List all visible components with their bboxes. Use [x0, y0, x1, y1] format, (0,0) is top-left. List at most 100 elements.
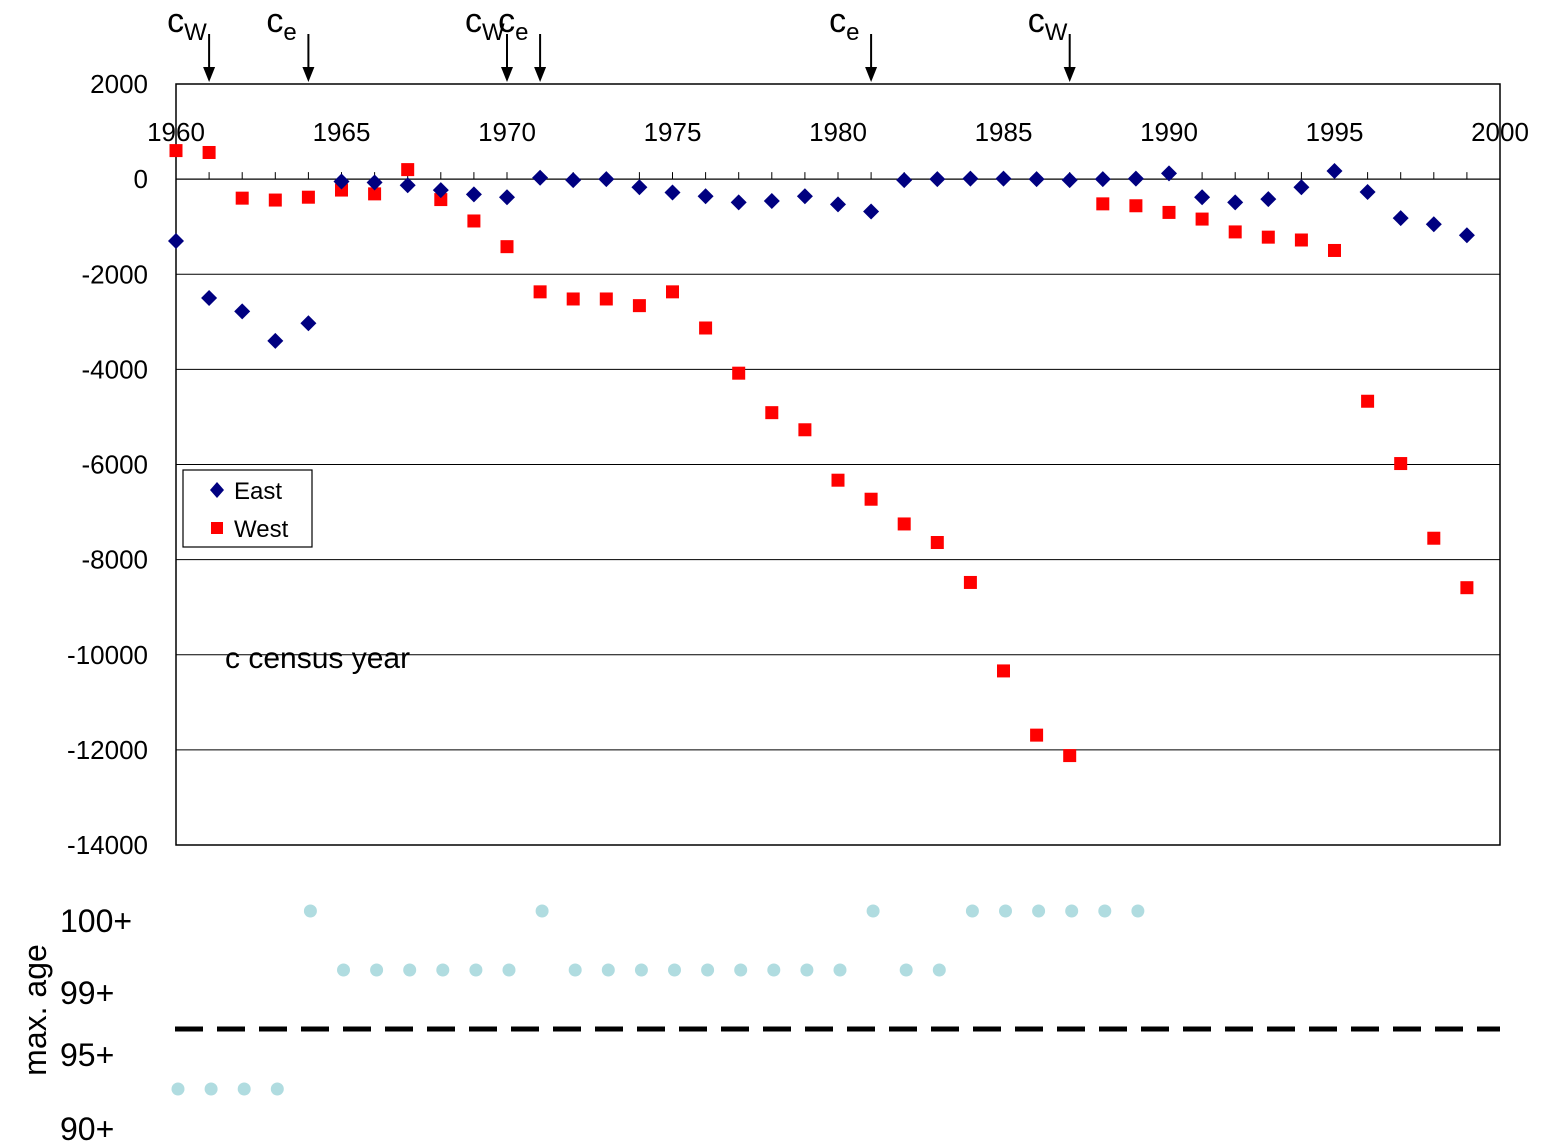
y-tick-label: -4000 [82, 354, 149, 384]
east-point [1227, 194, 1244, 211]
west-point [864, 492, 878, 506]
y-tick-label: -8000 [82, 545, 149, 575]
east-point [796, 188, 813, 205]
census-marker: cW [167, 2, 216, 82]
west-point [268, 193, 282, 207]
west-point [699, 321, 713, 335]
west-point [1361, 394, 1375, 408]
census-marker-label: ce [498, 2, 528, 46]
east-point [1028, 171, 1045, 188]
west-point [566, 292, 580, 306]
max-age-dot [668, 963, 681, 977]
max-age-dot [237, 1082, 251, 1096]
y-tick-label: 0 [134, 164, 148, 194]
east-point [929, 171, 946, 188]
census-arrow-head [501, 67, 513, 82]
east-point [532, 169, 549, 186]
census-marker-label: cW [1028, 2, 1068, 46]
census-arrow-head [865, 67, 878, 82]
west-point [1129, 199, 1143, 213]
census-marker-label: ce [266, 2, 296, 46]
west-point [335, 183, 348, 197]
east-point [1458, 227, 1475, 244]
max-age-dot [303, 904, 317, 918]
east-point [896, 172, 913, 189]
census-marker-label: ce [829, 2, 859, 46]
west-point [434, 193, 448, 207]
max-age-dot [932, 963, 946, 977]
x-tick-label: 2000 [1471, 117, 1529, 147]
x-tick-label: 1990 [1140, 117, 1198, 147]
max-age-dot [899, 963, 913, 977]
x-tick-label: 1960 [147, 117, 205, 147]
census-marker: cW [1028, 2, 1076, 82]
west-point [798, 423, 812, 437]
max-age-dot [701, 963, 715, 977]
census-arrow-head [534, 67, 547, 82]
west-point [401, 163, 415, 177]
max-age-dots [171, 904, 1145, 1096]
max-age-dot [469, 963, 483, 977]
east-point [1392, 210, 1409, 227]
y-tick-label: -14000 [67, 830, 148, 860]
legend-box [182, 469, 313, 548]
west-point [930, 536, 944, 550]
census-arrow-head [203, 67, 216, 82]
west-point [897, 517, 911, 531]
y-axis-tick-labels: 2000 0 -2000 -4000 -6000 -8000 -10000 -12000 -14… [67, 69, 148, 860]
age-level-label: 95+ [60, 1037, 114, 1073]
east-point [1425, 216, 1442, 233]
west-point [235, 191, 249, 205]
east-point [1127, 170, 1144, 187]
y-tick-label: -10000 [67, 640, 148, 670]
east-point [995, 170, 1012, 187]
max-age-dot [800, 963, 814, 977]
east-point [234, 303, 251, 320]
east-point [499, 189, 515, 206]
east-point [300, 315, 317, 332]
max-age-panel: 100+ 99+ 95+ 90+ max. age [17, 903, 1500, 1145]
east-point [664, 184, 681, 201]
west-point [765, 406, 779, 420]
east-point [168, 232, 184, 249]
census-marker: cW [465, 2, 513, 82]
max-age-dot [965, 904, 979, 918]
east-point [1194, 189, 1211, 206]
east-point [830, 196, 846, 213]
east-point [1293, 179, 1310, 196]
max-age-dot [1131, 904, 1145, 918]
west-point [202, 145, 216, 159]
west-point [666, 285, 679, 299]
west-point [368, 187, 382, 201]
east-point [763, 193, 780, 210]
max-age-dot [1065, 904, 1079, 918]
west-point [1030, 728, 1044, 742]
legend-west-label: West [234, 516, 289, 543]
legend-west-marker [211, 522, 223, 534]
east-point [1326, 163, 1343, 180]
max-age-dot [833, 963, 847, 977]
west-point [467, 214, 481, 228]
east-point [598, 171, 615, 188]
age-level-label: 99+ [60, 975, 114, 1011]
x-tick-label: 1985 [975, 117, 1033, 147]
series-east [168, 163, 1475, 349]
age-level-labels: 100+ 99+ 95+ 90+ [60, 903, 132, 1145]
series-west [169, 144, 1474, 763]
max-age-dot [403, 963, 417, 977]
west-point [963, 575, 977, 589]
east-point [201, 290, 218, 307]
census-marker: ce [829, 2, 878, 82]
west-point [1228, 225, 1242, 239]
east-point [333, 173, 350, 190]
west-point [599, 292, 613, 306]
west-point [301, 190, 315, 204]
east-point [432, 182, 449, 199]
east-point [1094, 171, 1111, 188]
max-age-dot [634, 963, 648, 977]
west-point [831, 473, 845, 487]
west-point [1427, 531, 1441, 545]
west-point [1162, 205, 1176, 219]
